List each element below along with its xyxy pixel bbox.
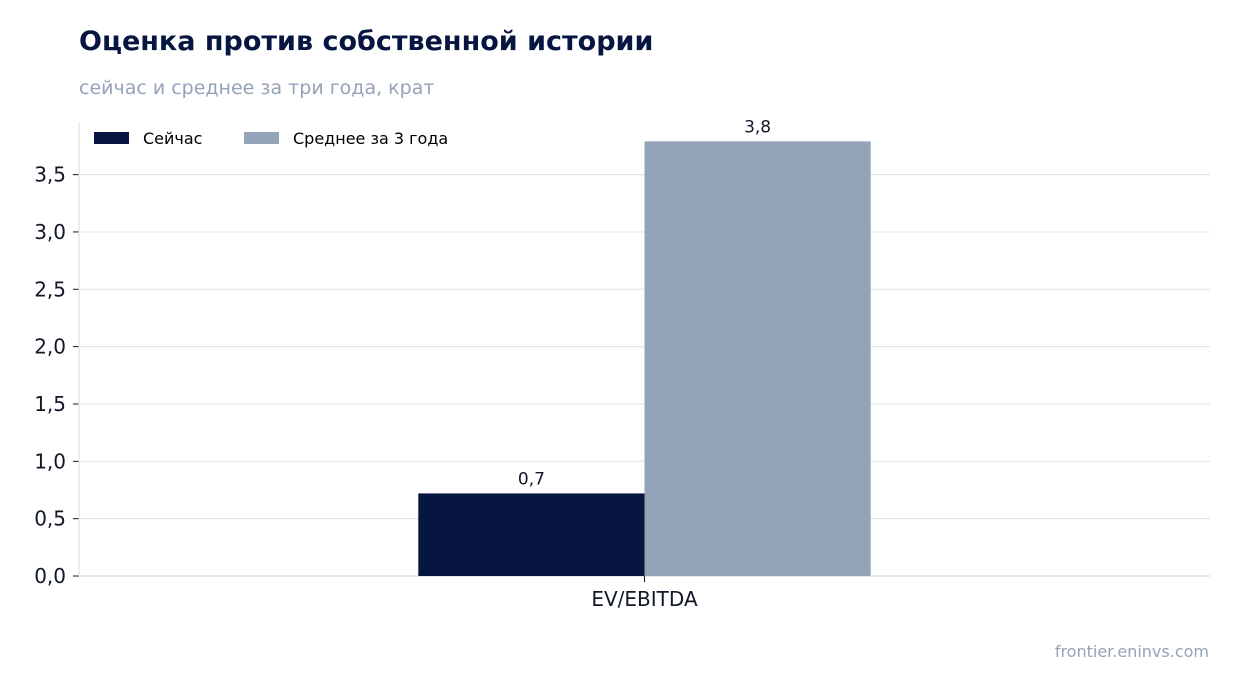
y-tick-label: 2,5 [34,277,66,301]
y-tick-label: 2,0 [34,335,66,359]
legend-label: Среднее за 3 года [293,129,448,148]
y-tick-label: 0,0 [34,564,66,588]
data-label: 0,7 [518,469,545,489]
bar-avg [644,141,871,576]
chart-title: Оценка против собственной истории [79,26,654,57]
legend-swatch [94,132,129,144]
y-tick-label: 3,5 [34,163,66,187]
x-tick-label: EV/EBITDA [591,587,698,611]
y-tick-label: 1,5 [34,392,66,416]
bar-now [418,493,645,576]
legend-swatch [244,132,279,144]
chart-subtitle: сейчас и среднее за три года, крат [79,77,435,99]
data-label: 3,8 [744,117,771,137]
y-tick-label: 1,0 [34,449,66,473]
source-credit: frontier.eninvs.com [1054,642,1209,661]
y-tick-label: 0,5 [34,507,66,531]
y-tick-label: 3,0 [34,220,66,244]
legend-label: Сейчас [143,129,202,148]
